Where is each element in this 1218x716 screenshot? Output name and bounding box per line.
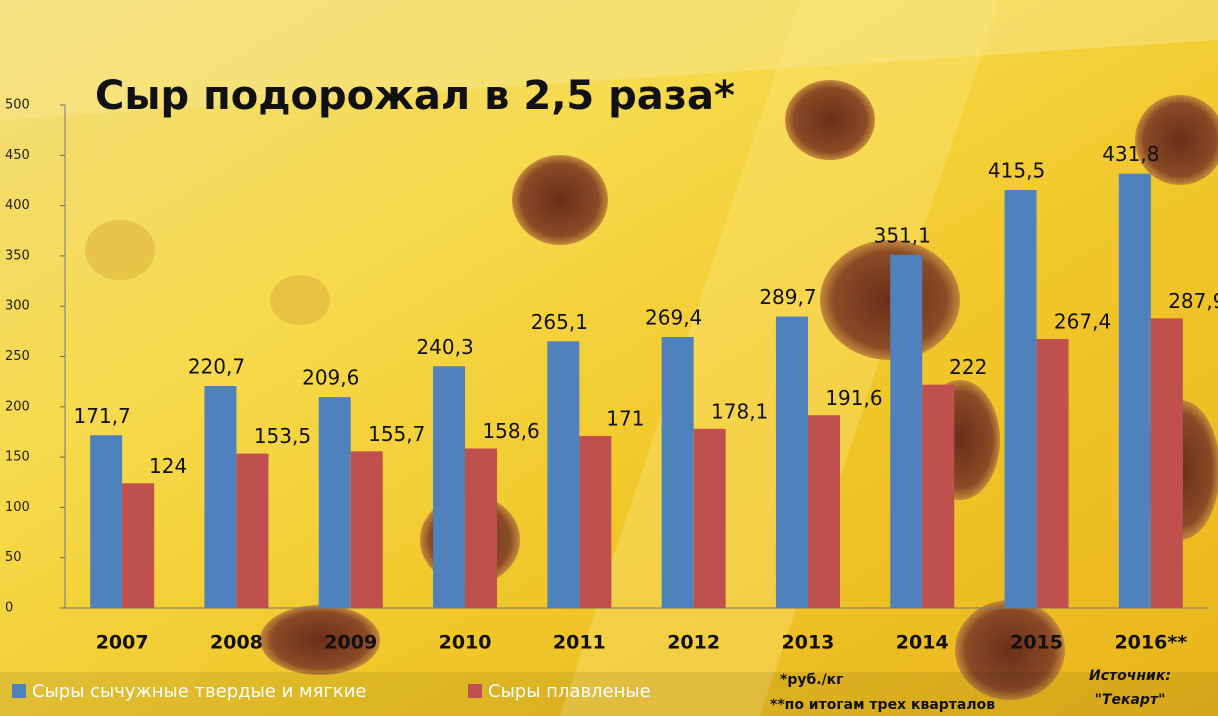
value-label: 158,6 — [482, 419, 539, 443]
x-tick-label: 2008 — [210, 632, 263, 654]
y-tick-label: 50 — [5, 550, 22, 565]
bar — [122, 483, 155, 608]
x-tick-label: 2012 — [667, 632, 720, 654]
legend-label: Сыры плавленые — [488, 681, 651, 702]
bar — [465, 448, 498, 608]
value-label: 240,3 — [416, 335, 473, 359]
value-label: 124 — [149, 454, 187, 478]
value-label: 287,9 — [1168, 289, 1218, 313]
x-tick-label: 2011 — [553, 632, 606, 654]
source: "Текарт" — [1095, 692, 1166, 708]
y-tick-label: 100 — [5, 500, 30, 515]
bar — [693, 428, 726, 608]
footnote: *руб./кг — [780, 672, 844, 688]
value-label: 351,1 — [874, 223, 931, 247]
value-label: 222 — [949, 355, 987, 379]
bar — [1118, 173, 1151, 609]
bar — [1036, 338, 1069, 608]
y-tick-label: 500 — [5, 98, 30, 113]
value-label: 153,5 — [254, 424, 311, 448]
bar — [1150, 318, 1183, 608]
value-label: 267,4 — [1054, 309, 1111, 333]
y-tick-label: 450 — [5, 148, 30, 163]
legend-label: Сыры сычужные твердые и мягкие — [32, 681, 367, 702]
bar — [318, 397, 351, 608]
bar — [775, 316, 808, 608]
value-label: 431,8 — [1102, 142, 1159, 166]
value-label: 171 — [606, 406, 644, 430]
y-tick-label: 200 — [5, 399, 30, 414]
x-tick-label: 2010 — [439, 632, 492, 654]
y-tick-label: 250 — [5, 349, 30, 364]
bar — [350, 451, 383, 608]
x-tick-label: 2015 — [1010, 632, 1063, 654]
legend-swatch — [468, 684, 482, 698]
value-label: 191,6 — [825, 386, 882, 410]
y-tick-label: 350 — [5, 248, 30, 263]
bar — [807, 415, 840, 608]
x-tick-label: 2016** — [1114, 632, 1187, 654]
value-label: 220,7 — [188, 354, 245, 378]
bar — [579, 435, 612, 608]
value-label: 178,1 — [711, 399, 768, 423]
bar — [236, 453, 269, 608]
bar — [547, 341, 580, 608]
bar — [661, 336, 694, 608]
footnote: **по итогам трех кварталов — [770, 697, 995, 713]
x-tick-label: 2014 — [896, 632, 949, 654]
y-tick-label: 400 — [5, 198, 30, 213]
value-label: 289,7 — [759, 285, 816, 309]
bar — [433, 366, 466, 608]
y-tick-label: 0 — [5, 601, 13, 616]
x-tick-label: 2009 — [324, 632, 377, 654]
value-label: 265,1 — [531, 310, 588, 334]
value-label: 415,5 — [988, 159, 1045, 183]
x-tick-label: 2013 — [782, 632, 835, 654]
value-label: 209,6 — [302, 366, 359, 390]
legend-swatch — [12, 684, 26, 698]
value-label: 269,4 — [645, 305, 702, 329]
x-tick-label: 2007 — [96, 632, 149, 654]
bar — [90, 435, 123, 608]
value-label: 171,7 — [74, 404, 131, 428]
y-tick-label: 300 — [5, 299, 30, 314]
y-tick-label: 150 — [5, 450, 30, 465]
value-label: 155,7 — [368, 422, 425, 446]
bar — [1004, 190, 1037, 608]
bar — [922, 384, 955, 608]
bar — [204, 385, 237, 608]
chart-title: Сыр подорожал в 2,5 раза* — [95, 73, 735, 119]
source: Источник: — [1089, 668, 1171, 684]
bar — [890, 254, 923, 608]
